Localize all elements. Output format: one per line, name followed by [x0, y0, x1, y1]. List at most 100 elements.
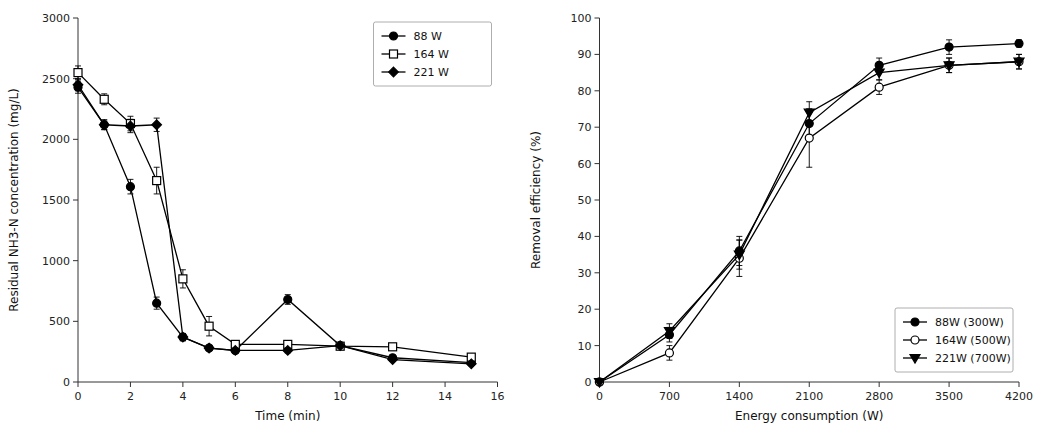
data-point: [100, 121, 108, 129]
error-bar-cap: [736, 269, 742, 270]
data-point: [734, 251, 744, 260]
legend-marker: [390, 32, 398, 40]
series-line: [78, 73, 471, 358]
error-bar-cap: [1016, 68, 1022, 69]
error-bar-cap: [666, 345, 672, 346]
error-bar: [127, 179, 133, 194]
error-bar-cap: [154, 193, 160, 194]
y-tick-label: 1000: [42, 255, 70, 268]
error-bar-cap: [75, 65, 81, 66]
y-tick: [595, 345, 600, 346]
x-tick-label: 4: [179, 390, 186, 403]
error-bar: [666, 346, 672, 361]
legend-label: 88 W: [414, 30, 442, 43]
error-bar-cap: [206, 316, 212, 317]
y-tick: [595, 18, 600, 19]
y-tick: [595, 309, 600, 310]
error-bar: [946, 40, 952, 55]
error-bar-cap: [154, 309, 160, 310]
x-tick-label: 8: [284, 390, 291, 403]
legend: 88W (300W) 164W (500W) 221W (700W): [895, 308, 1013, 372]
y-tick: [595, 236, 600, 237]
data-point: [153, 177, 161, 185]
data-point: [1014, 58, 1024, 67]
y-tick-label: 3000: [42, 12, 70, 25]
series: [74, 66, 475, 361]
error-bar-cap: [1016, 68, 1022, 69]
x-tick: [130, 382, 131, 387]
x-tick-label: 700: [659, 390, 680, 403]
y-tick: [73, 382, 78, 383]
x-tick-label: 14: [438, 390, 452, 403]
data-point: [596, 378, 604, 386]
data-point: [283, 346, 293, 356]
error-bar-cap: [127, 193, 133, 194]
y-tick: [595, 163, 600, 164]
error-bar: [1016, 40, 1022, 47]
legend-label: 221W (700W): [935, 352, 1011, 365]
data-point: [152, 120, 162, 130]
data-point: [178, 332, 188, 342]
error-bar-cap: [946, 58, 952, 59]
error-bar-cap: [876, 58, 882, 59]
error-bar-cap: [736, 240, 742, 241]
x-tick: [497, 382, 498, 387]
data-point: [336, 342, 344, 350]
x-tick: [392, 382, 393, 387]
y-tick: [73, 200, 78, 201]
legend: 88 W164 W221 W: [374, 22, 492, 86]
x-tick: [739, 382, 740, 387]
error-bar-cap: [180, 269, 186, 270]
legend-marker: [389, 67, 399, 77]
y-tick-label: 10: [578, 340, 592, 353]
legend-marker: [911, 336, 919, 344]
error-bar-cap: [666, 360, 672, 361]
x-tick: [949, 382, 950, 387]
x-tick-label: 0: [75, 390, 82, 403]
data-point: [944, 62, 954, 71]
data-point: [153, 299, 161, 307]
x-tick-label: 4200: [1005, 390, 1033, 403]
error-bar-cap: [101, 93, 107, 94]
x-tick: [287, 382, 288, 387]
x-tick-label: 2: [127, 390, 134, 403]
y-tick-label: 60: [578, 158, 592, 171]
legend-box: [374, 22, 492, 86]
data-point: [231, 346, 239, 354]
legend-item: 221W (700W): [903, 352, 1011, 365]
x-tick-label: 12: [386, 390, 400, 403]
error-bar-cap: [946, 54, 952, 55]
panel: 0700140021002800350042000102030405060708…: [529, 12, 1034, 423]
data-point: [99, 120, 109, 130]
data-point: [335, 341, 345, 351]
legend-item: 88W (300W): [903, 316, 1004, 329]
y-tick-label: 30: [578, 267, 592, 280]
y-tick-label: 0: [585, 376, 592, 389]
error-bar-cap: [75, 90, 81, 91]
y-tick-label: 1500: [42, 194, 70, 207]
error-bar: [154, 297, 160, 309]
error-bar-cap: [180, 287, 186, 288]
series: [74, 81, 475, 366]
data-point: [204, 343, 214, 353]
data-point: [100, 95, 108, 103]
data-point: [74, 69, 82, 77]
data-point: [231, 346, 241, 356]
data-point: [945, 61, 953, 69]
error-bar-cap: [206, 335, 212, 336]
panel: 0246810121416050010001500200025003000Tim…: [7, 12, 505, 423]
legend-label: 164W (500W): [935, 334, 1011, 347]
data-point: [466, 359, 476, 369]
y-tick: [73, 18, 78, 19]
x-tick-label: 2100: [795, 390, 823, 403]
error-bar-cap: [154, 297, 160, 298]
y-tick: [73, 139, 78, 140]
x-tick: [809, 382, 810, 387]
y-tick-label: 20: [578, 303, 592, 316]
y-tick-label: 80: [578, 85, 592, 98]
error-bar: [180, 270, 186, 288]
error-bar-cap: [75, 78, 81, 79]
data-point: [665, 349, 673, 357]
series-line: [600, 62, 1020, 382]
x-tick: [182, 382, 183, 387]
